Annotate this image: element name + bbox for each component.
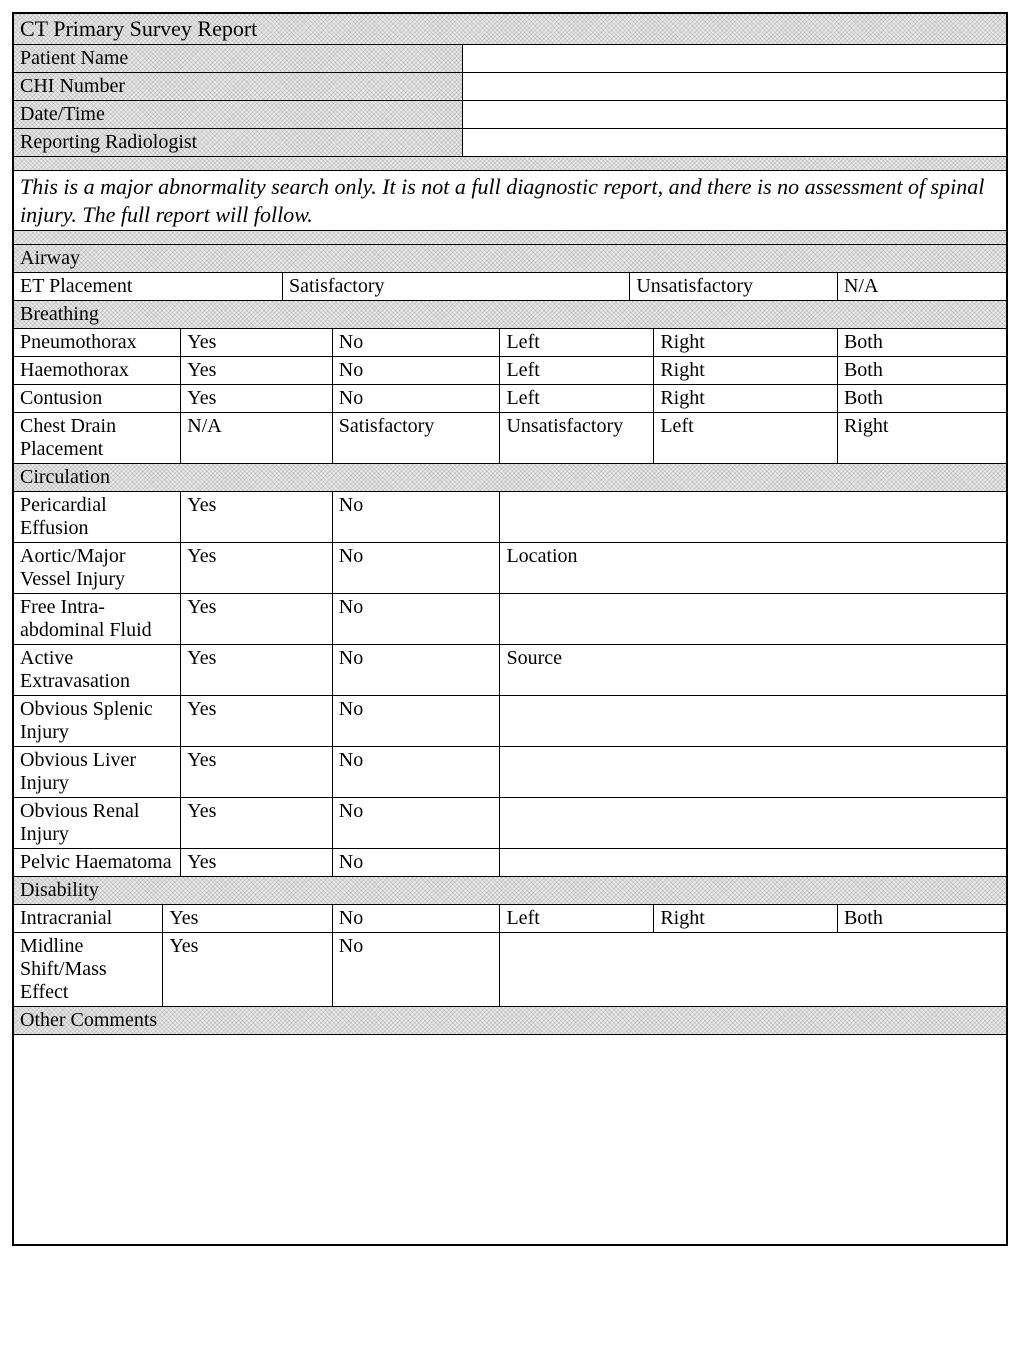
opt-both[interactable]: Both	[837, 385, 1007, 413]
opt-no[interactable]: No	[332, 798, 500, 849]
label-et-placement: ET Placement	[13, 273, 282, 301]
opt-both[interactable]: Both	[837, 905, 1007, 933]
spacer	[13, 231, 1007, 245]
opt-satisfactory[interactable]: Satisfactory	[332, 413, 500, 464]
label-aortic-injury: Aortic/Major Vessel Injury	[13, 543, 181, 594]
label-haemothorax: Haemothorax	[13, 357, 181, 385]
opt-yes[interactable]: Yes	[181, 849, 332, 877]
report-table: CT Primary Survey Report Patient Name CH…	[12, 12, 1008, 1246]
value-reporting-radiologist[interactable]	[462, 129, 1007, 157]
opt-no[interactable]: No	[332, 329, 500, 357]
label-midline-shift: Midline Shift/Mass Effect	[13, 933, 163, 1007]
label-free-intraabdominal: Free Intra-abdominal Fluid	[13, 594, 181, 645]
opt-right[interactable]: Right	[654, 357, 838, 385]
opt-no[interactable]: No	[332, 696, 500, 747]
value-patient-name[interactable]	[462, 45, 1007, 73]
extra-location[interactable]: Location	[500, 543, 1007, 594]
opt-yes[interactable]: Yes	[181, 798, 332, 849]
opt-left[interactable]: Left	[500, 385, 654, 413]
opt-unsatisfactory[interactable]: Unsatisfactory	[500, 413, 654, 464]
opt-et-satisfactory[interactable]: Satisfactory	[282, 273, 629, 301]
extra-field[interactable]	[500, 849, 1007, 877]
opt-no[interactable]: No	[332, 645, 500, 696]
extra-field[interactable]	[500, 594, 1007, 645]
opt-no[interactable]: No	[332, 357, 500, 385]
extra-source[interactable]: Source	[500, 645, 1007, 696]
opt-no[interactable]: No	[332, 594, 500, 645]
label-pneumothorax: Pneumothorax	[13, 329, 181, 357]
extra-field[interactable]	[500, 798, 1007, 849]
label-splenic-injury: Obvious Splenic Injury	[13, 696, 181, 747]
opt-no[interactable]: No	[332, 492, 500, 543]
opt-right[interactable]: Right	[654, 385, 838, 413]
opt-left[interactable]: Left	[654, 413, 838, 464]
section-disability: Disability	[13, 877, 1007, 905]
opt-no[interactable]: No	[332, 933, 500, 1007]
label-active-extravasation: Active Extravasation	[13, 645, 181, 696]
opt-no[interactable]: No	[332, 385, 500, 413]
section-circulation: Circulation	[13, 464, 1007, 492]
opt-na[interactable]: N/A	[181, 413, 332, 464]
report-title: CT Primary Survey Report	[13, 13, 1007, 45]
section-breathing: Breathing	[13, 301, 1007, 329]
label-chest-drain: Chest Drain Placement	[13, 413, 181, 464]
extra-field[interactable]	[500, 747, 1007, 798]
label-reporting-radiologist: Reporting Radiologist	[13, 129, 462, 157]
value-date-time[interactable]	[462, 101, 1007, 129]
opt-yes[interactable]: Yes	[181, 543, 332, 594]
label-date-time: Date/Time	[13, 101, 462, 129]
comments-box[interactable]	[13, 1035, 1007, 1245]
opt-yes[interactable]: Yes	[181, 357, 332, 385]
label-renal-injury: Obvious Renal Injury	[13, 798, 181, 849]
opt-yes[interactable]: Yes	[181, 645, 332, 696]
opt-no[interactable]: No	[332, 543, 500, 594]
label-chi-number: CHI Number	[13, 73, 462, 101]
opt-yes[interactable]: Yes	[163, 905, 332, 933]
extra-field[interactable]	[500, 696, 1007, 747]
extra-field[interactable]	[500, 492, 1007, 543]
section-airway: Airway	[13, 245, 1007, 273]
opt-right[interactable]: Right	[654, 329, 838, 357]
label-intracranial: Intracranial	[13, 905, 163, 933]
opt-right[interactable]: Right	[837, 413, 1007, 464]
label-patient-name: Patient Name	[13, 45, 462, 73]
opt-left[interactable]: Left	[500, 329, 654, 357]
opt-yes[interactable]: Yes	[181, 329, 332, 357]
section-other-comments: Other Comments	[13, 1007, 1007, 1035]
value-chi-number[interactable]	[462, 73, 1007, 101]
label-pericardial-effusion: Pericardial Effusion	[13, 492, 181, 543]
label-liver-injury: Obvious Liver Injury	[13, 747, 181, 798]
opt-no[interactable]: No	[332, 849, 500, 877]
opt-left[interactable]: Left	[500, 905, 654, 933]
opt-no[interactable]: No	[332, 905, 500, 933]
opt-both[interactable]: Both	[837, 357, 1007, 385]
opt-both[interactable]: Both	[837, 329, 1007, 357]
opt-left[interactable]: Left	[500, 357, 654, 385]
opt-right[interactable]: Right	[654, 905, 838, 933]
opt-yes[interactable]: Yes	[181, 747, 332, 798]
spacer	[13, 157, 1007, 171]
extra-field[interactable]	[500, 933, 1007, 1007]
opt-et-na[interactable]: N/A	[837, 273, 1007, 301]
disclaimer-text: This is a major abnormality search only.…	[13, 171, 1007, 231]
opt-et-unsatisfactory[interactable]: Unsatisfactory	[630, 273, 838, 301]
opt-yes[interactable]: Yes	[181, 385, 332, 413]
opt-no[interactable]: No	[332, 747, 500, 798]
opt-yes[interactable]: Yes	[181, 696, 332, 747]
opt-yes[interactable]: Yes	[181, 594, 332, 645]
label-pelvic-haematoma: Pelvic Haematoma	[13, 849, 181, 877]
opt-yes[interactable]: Yes	[181, 492, 332, 543]
label-contusion: Contusion	[13, 385, 181, 413]
opt-yes[interactable]: Yes	[163, 933, 332, 1007]
